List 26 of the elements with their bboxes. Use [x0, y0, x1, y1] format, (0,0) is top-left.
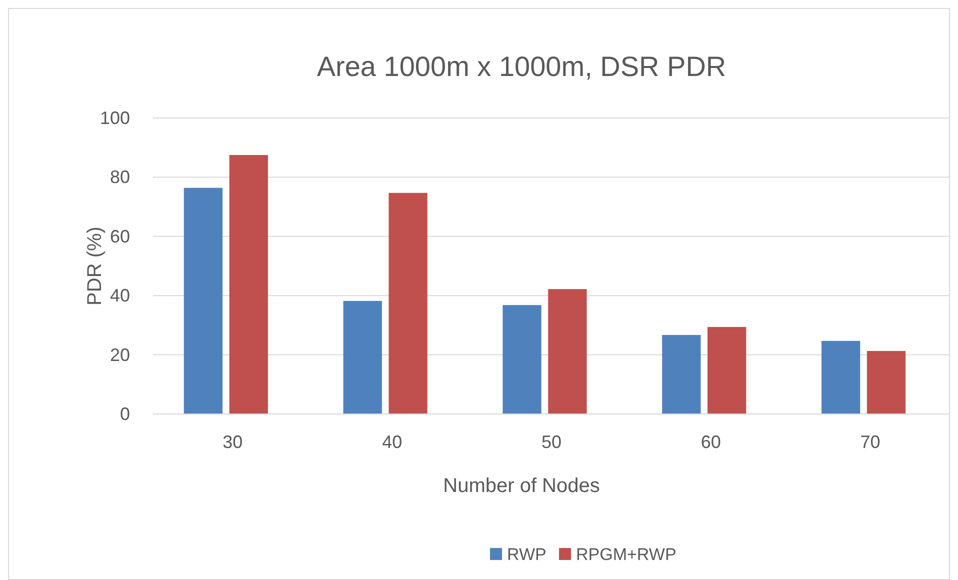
- chart-title: Area 1000m x 1000m, DSR PDR: [316, 51, 726, 82]
- bar: [184, 188, 223, 414]
- bar: [502, 305, 542, 414]
- y-tick-label: 20: [110, 344, 130, 365]
- legend-label: RWP: [507, 545, 546, 564]
- bar: [343, 300, 382, 414]
- bar: [708, 326, 746, 414]
- bar: [866, 350, 906, 414]
- x-tick-label: 50: [541, 432, 562, 452]
- bar: [388, 192, 428, 414]
- legend-label: RPGM+RWP: [576, 545, 676, 564]
- y-tick-label: 100: [100, 108, 130, 128]
- bar: [821, 340, 860, 414]
- y-axis-title: PDR (%): [84, 226, 106, 306]
- x-tick-label: 60: [700, 432, 721, 452]
- x-tick-label: 30: [222, 432, 243, 452]
- y-tick-label: 80: [110, 167, 130, 188]
- bar: [548, 289, 587, 414]
- bar: [662, 334, 701, 414]
- y-tick-label: 60: [110, 226, 130, 246]
- y-tick-label: 0: [120, 404, 130, 424]
- x-tick-label: 40: [382, 432, 402, 452]
- bar: [229, 155, 268, 414]
- y-tick-label: 40: [110, 286, 130, 306]
- x-axis-title: Number of Nodes: [443, 475, 600, 497]
- x-tick-label: 70: [860, 432, 880, 452]
